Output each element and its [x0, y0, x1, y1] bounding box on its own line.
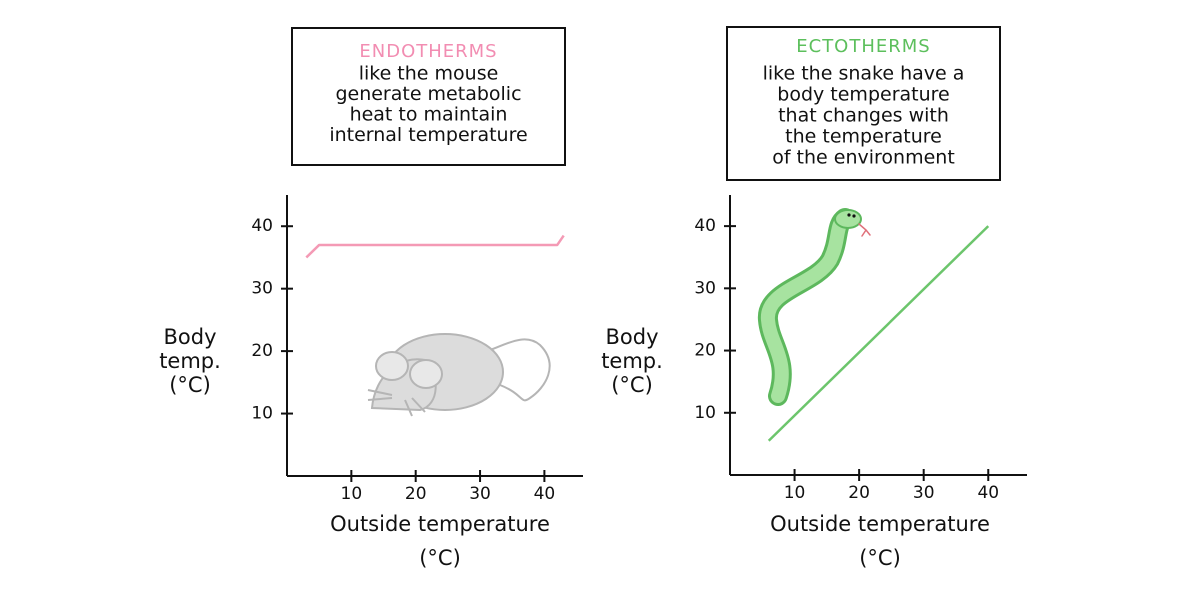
y-axis-label: temp. [159, 349, 221, 373]
y-axis-label: Body [605, 325, 658, 349]
caption-title: ENDOTHERMS [359, 41, 497, 62]
snake-illustration [758, 208, 871, 406]
y-tick-label: 40 [694, 216, 716, 236]
data-line [305, 234, 565, 259]
caption-line: like the mouse [359, 63, 499, 85]
x-axis-label: (°C) [419, 546, 461, 570]
x-tick-label: 10 [784, 483, 806, 503]
caption-line: the temperature [785, 126, 942, 148]
y-tick-label: 30 [694, 278, 716, 298]
y-axis-label: (°C) [611, 373, 653, 397]
x-tick-label: 40 [977, 483, 999, 503]
y-axis-label: (°C) [169, 373, 211, 397]
y-tick-label: 20 [251, 341, 273, 361]
y-axis-label: temp. [601, 349, 663, 373]
caption-title: ECTOTHERMS [796, 36, 930, 57]
caption-line: heat to maintain [350, 104, 508, 126]
x-axis-label: Outside temperature [330, 512, 550, 536]
x-tick-label: 10 [341, 484, 363, 504]
x-tick-label: 30 [469, 484, 491, 504]
x-tick-label: 30 [913, 483, 935, 503]
y-tick-label: 40 [251, 216, 273, 236]
caption-box [291, 27, 566, 166]
caption-line: generate metabolic [335, 83, 521, 105]
y-axis-label: Body [163, 325, 216, 349]
caption-line: body temperature [777, 84, 949, 106]
mouse-illustration [367, 333, 551, 417]
caption-line: of the environment [772, 147, 955, 169]
x-tick-label: 20 [405, 484, 427, 504]
caption-line: that changes with [778, 105, 949, 127]
x-axis-label: (°C) [859, 546, 901, 570]
y-tick-label: 20 [694, 341, 716, 361]
data-line [767, 225, 990, 442]
caption-box [726, 26, 1001, 181]
y-tick-label: 10 [694, 403, 716, 423]
y-tick-label: 10 [251, 404, 273, 424]
caption-line: like the snake have a [763, 63, 965, 85]
x-tick-label: 40 [534, 484, 556, 504]
caption-line: internal temperature [329, 124, 527, 146]
x-axis-label: Outside temperature [770, 512, 990, 536]
x-tick-label: 20 [848, 483, 870, 503]
y-tick-label: 30 [251, 279, 273, 299]
